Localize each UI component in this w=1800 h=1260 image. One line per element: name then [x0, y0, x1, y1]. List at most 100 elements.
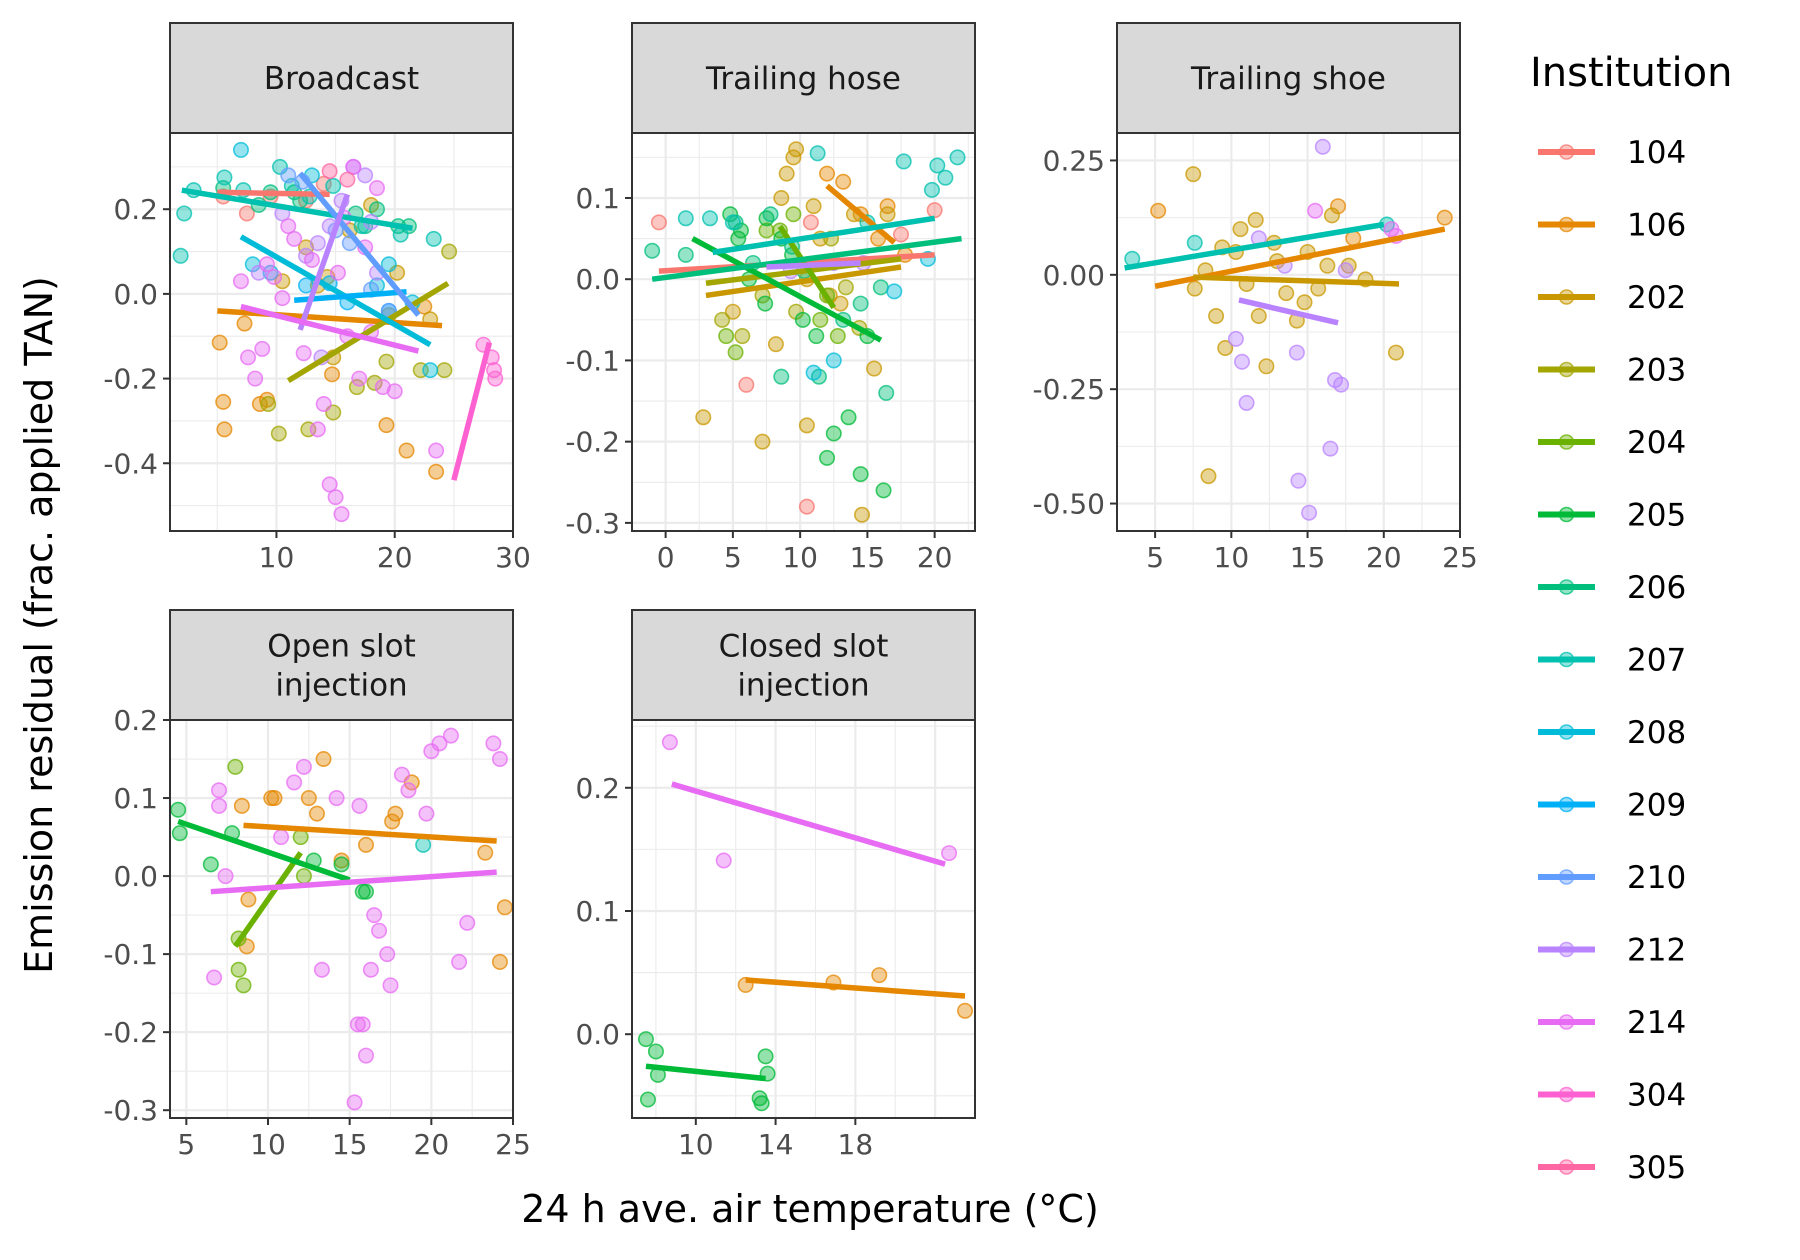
y-tick-label: -0.50 [1033, 488, 1105, 521]
data-point-205 [637, 1031, 654, 1048]
data-point-203 [270, 425, 287, 442]
y-tick-label: 0.0 [113, 860, 158, 893]
data-point-212 [309, 235, 326, 252]
legend-label: 212 [1627, 933, 1686, 969]
data-point-205 [171, 825, 188, 842]
data-point-206 [762, 206, 779, 223]
panel-strip [1116, 22, 1461, 134]
data-point-202 [1208, 307, 1225, 324]
legend-key-point [1558, 216, 1575, 233]
legend-label: 304 [1627, 1078, 1686, 1114]
legend-key-point [1558, 144, 1575, 160]
data-point-106 [315, 751, 332, 768]
legend-item-104: 104 [1538, 135, 1686, 171]
data-point-202 [1258, 358, 1275, 375]
x-tick-label: 5 [177, 1128, 195, 1161]
trend-line-214 [210, 869, 497, 895]
data-point-202 [1200, 468, 1217, 485]
data-point-214 [327, 489, 344, 506]
panel-title: Trailing shoe [1190, 61, 1386, 97]
data-point-204 [727, 344, 744, 361]
data-point-207 [216, 169, 233, 186]
data-point-106 [491, 953, 508, 970]
data-point-206 [852, 295, 869, 312]
y-tick-label: 0.25 [1043, 144, 1105, 177]
legend-label: 209 [1627, 788, 1686, 824]
trend-line-205 [645, 1063, 766, 1082]
data-point-207 [937, 169, 954, 186]
data-point-202 [1319, 257, 1336, 274]
data-point-106 [1150, 202, 1167, 219]
data-point-202 [724, 303, 741, 320]
trend-line-204 [233, 851, 303, 948]
data-point-104 [798, 498, 815, 515]
data-point-207 [929, 157, 946, 174]
data-point-208 [886, 283, 903, 300]
data-point-207 [809, 145, 826, 162]
legend-label: 205 [1627, 498, 1686, 534]
y-tick-label: 0.0 [575, 263, 620, 296]
data-point-106 [384, 813, 401, 830]
data-point-214 [349, 1016, 366, 1033]
data-point-205 [840, 409, 857, 426]
data-point-214 [315, 395, 332, 412]
x-axis-title: 24 h ave. air temperature (°C) [521, 1187, 1099, 1231]
panel-border [169, 132, 514, 532]
data-point-203 [714, 311, 731, 328]
trend-line-106 [825, 183, 897, 245]
data-point-205 [875, 482, 892, 499]
data-point-214 [321, 476, 338, 493]
x-tick-label: 14 [758, 1128, 794, 1161]
trend-line-214 [671, 781, 946, 867]
legend-item-204: 204 [1538, 425, 1686, 461]
data-point-205 [170, 801, 187, 818]
data-point-204 [812, 311, 829, 328]
trend-line-203 [286, 280, 450, 384]
data-point-106 [236, 315, 253, 332]
trend-line-104 [217, 189, 330, 198]
data-point-214 [491, 751, 508, 768]
data-point-207 [325, 177, 342, 194]
data-point-205 [819, 449, 836, 466]
data-point-214 [346, 1094, 363, 1111]
data-point-205 [794, 311, 811, 328]
y-tick-label: 0.2 [575, 772, 620, 805]
data-point-106 [819, 165, 836, 182]
panel-1: Trailing hose 0 5 10 15 20 0.1 0.0 -0.1 -0.2 -0.3 [565, 22, 976, 574]
trend-line-202 [1193, 274, 1400, 287]
facet-panels: Broadcast 10 20 30 0.2 0.0 -0.2 -0.4 Trailing ho… [103, 22, 1478, 1161]
data-point-106 [333, 852, 350, 869]
data-point-214 [295, 758, 312, 775]
data-point-205 [852, 466, 869, 483]
data-point-305 [321, 163, 338, 180]
x-tick-label: 10 [259, 541, 295, 574]
data-point-214 [254, 340, 271, 357]
data-point-202 [695, 409, 712, 426]
data-point-202 [1185, 166, 1202, 183]
data-point-214 [715, 852, 732, 869]
data-point-207 [895, 153, 912, 170]
y-tick-label: 0.2 [113, 193, 158, 226]
data-point-208 [422, 362, 439, 379]
data-point-106 [1436, 209, 1453, 226]
data-point-106 [428, 463, 445, 480]
trend-line-207 [1124, 221, 1385, 271]
legend-key-point [1558, 361, 1575, 378]
legend-item-212: 212 [1538, 933, 1686, 969]
legend-label: 204 [1627, 425, 1686, 461]
trend-line-214 [240, 303, 420, 354]
x-tick-label: 5 [724, 541, 742, 574]
data-point-202 [805, 198, 822, 215]
y-tick-label: 0.1 [575, 895, 620, 928]
data-point-106 [211, 334, 228, 351]
data-point-214 [240, 349, 257, 366]
data-point-202 [1323, 207, 1340, 224]
data-point-202 [1250, 307, 1267, 324]
data-point-214 [386, 383, 403, 400]
data-point-214 [295, 345, 312, 362]
x-tick-label: 15 [1290, 541, 1326, 574]
data-point-208 [232, 141, 249, 158]
data-point-214 [309, 421, 326, 438]
legend-items: 104 106 202 203 204 205 206 207 208 209 210 212 214 3… [1538, 135, 1686, 1186]
data-point-214 [459, 914, 476, 931]
